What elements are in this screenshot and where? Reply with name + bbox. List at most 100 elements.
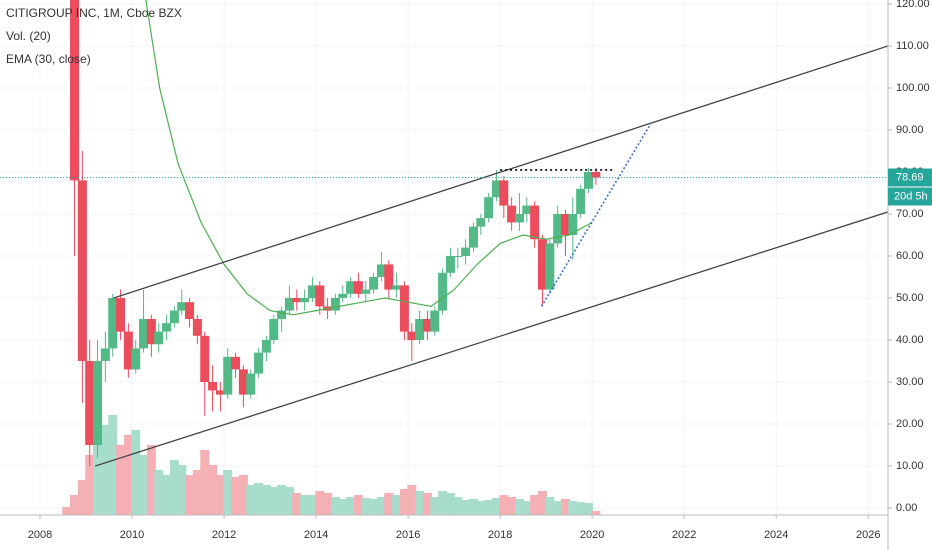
candle-body [499, 180, 509, 206]
candle-body [361, 289, 371, 294]
y-tick-label: 70.00 [896, 208, 924, 220]
volume-bar [223, 470, 233, 515]
volume-bar [583, 503, 593, 515]
candle-body [108, 298, 118, 349]
volume-bar [361, 498, 371, 515]
candle-body [514, 214, 524, 223]
volume-bar [100, 425, 110, 515]
candle-body [484, 197, 494, 219]
volume-bar [438, 491, 448, 515]
volume-bar [399, 489, 409, 515]
candle-body [576, 188, 586, 214]
volume-bar [307, 495, 317, 515]
volume-bar [484, 500, 494, 515]
y-tick-label: 110.00 [896, 40, 929, 52]
volume-bar [62, 507, 72, 515]
volume-bar [177, 465, 187, 515]
volume-bar [384, 493, 394, 515]
candle-body [461, 247, 471, 256]
volume-bar [499, 495, 509, 515]
volume-bar [231, 477, 241, 515]
candle-body [223, 356, 233, 395]
candle-body [438, 272, 448, 311]
candle-body [192, 319, 202, 336]
candle-body [346, 281, 356, 294]
candle-body [307, 285, 317, 298]
candle-body [261, 340, 271, 353]
volume-bar [376, 497, 386, 515]
volume-bar [246, 485, 256, 515]
volume-bar [162, 475, 172, 515]
countdown-box [888, 187, 932, 206]
candle-body [185, 302, 195, 319]
last-price-box [888, 168, 932, 187]
trend-line [113, 45, 888, 299]
volume-bar [407, 485, 417, 515]
candle-body [154, 331, 164, 345]
volume-bar [108, 415, 118, 515]
candle-body [284, 298, 294, 311]
candle-body [476, 218, 486, 227]
candle-body [100, 348, 110, 361]
candle-body [292, 298, 302, 303]
candle-body [246, 373, 256, 395]
candle-body [123, 331, 133, 370]
volume-bar [537, 491, 547, 515]
y-tick-label: 10.00 [896, 460, 924, 472]
volume-bar [338, 499, 348, 515]
volume-bar [476, 501, 486, 515]
candle-body [507, 205, 517, 223]
candle-body [407, 331, 417, 340]
candle-body [522, 205, 532, 214]
candle-body [93, 361, 103, 445]
volume-bar [139, 455, 149, 515]
y-tick-label: 90.00 [896, 124, 924, 136]
volume-bar [445, 493, 455, 515]
candle-body [277, 310, 287, 319]
candle-body [353, 281, 363, 294]
volume-bar [131, 430, 141, 515]
volume-bar [591, 511, 601, 515]
candle-body [591, 172, 601, 178]
volume-bar [491, 498, 501, 515]
volume-bar [192, 470, 202, 515]
candle-body [491, 180, 501, 198]
y-tick-label: 0.00 [896, 502, 917, 514]
volume-bar [154, 470, 164, 515]
symbol-title: CITIGROUP INC, 1M, Cboe BZX [6, 6, 182, 20]
x-tick-label: 2010 [120, 529, 144, 541]
volume-bar [116, 445, 126, 515]
candle-body [300, 298, 310, 303]
volume-bar [254, 483, 264, 515]
y-tick-label: 50.00 [896, 292, 924, 304]
volume-bar [93, 440, 103, 515]
x-tick-label: 2008 [28, 529, 52, 541]
volume-bar [545, 497, 555, 515]
volume-bar [261, 485, 271, 515]
plot-area [0, 0, 888, 515]
x-tick-label: 2020 [580, 529, 604, 541]
candle-body [430, 310, 440, 332]
candle-body [85, 361, 95, 445]
y-tick-label: 30.00 [896, 376, 924, 388]
volume-bar [392, 495, 402, 515]
x-tick-label: 2012 [212, 529, 236, 541]
candle-body [77, 180, 87, 361]
volume-bar [346, 497, 356, 515]
candle-body [330, 298, 340, 311]
candle-body [445, 256, 455, 273]
candle-body [537, 239, 547, 290]
y-tick-label: 40.00 [896, 334, 924, 346]
candle-body [70, 0, 80, 181]
candle-body [215, 390, 225, 395]
volume-bar [292, 493, 302, 515]
candle-body [146, 319, 156, 345]
candle-body [131, 348, 141, 370]
volume-bar [185, 475, 195, 515]
candle-body [315, 285, 325, 307]
volume-bar [146, 445, 156, 515]
ema-legend: EMA (30, close) [6, 52, 91, 66]
volume-bar [169, 460, 179, 515]
volume-bar [323, 493, 333, 515]
candle-body [162, 323, 172, 332]
